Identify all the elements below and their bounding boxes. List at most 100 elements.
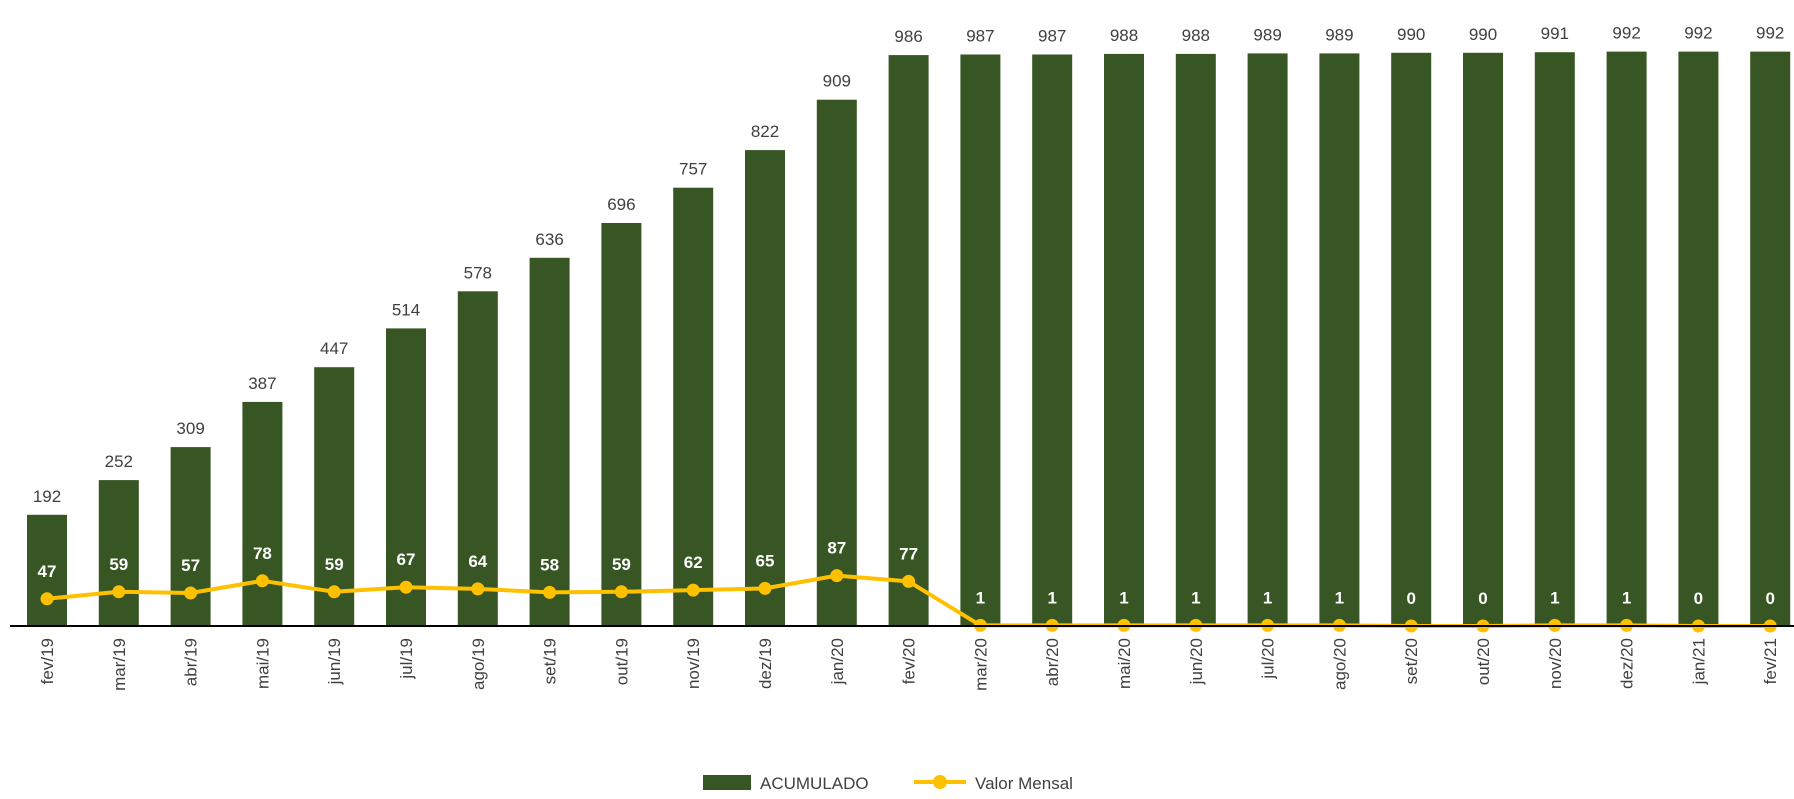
line-data-label: 1 <box>1119 588 1128 607</box>
line-data-label: 1 <box>1550 588 1559 607</box>
bar-data-label: 387 <box>248 374 276 393</box>
legend: ACUMULADO Valor Mensal <box>703 774 1073 793</box>
line-point <box>902 574 916 588</box>
bar-data-label: 991 <box>1541 24 1569 43</box>
bar <box>529 257 570 626</box>
bar-data-label: 252 <box>105 452 133 471</box>
line-data-label: 77 <box>899 544 918 563</box>
x-tick-label: jan/21 <box>1689 638 1708 685</box>
bar-data-label: 636 <box>535 230 563 249</box>
bar <box>98 480 139 626</box>
bar-data-label: 992 <box>1756 24 1784 43</box>
line-data-label: 58 <box>540 555 559 574</box>
line-data-label: 87 <box>827 539 846 558</box>
x-tick-label: set/20 <box>1402 638 1421 684</box>
bar-data-label: 986 <box>894 27 922 46</box>
line-data-label: 67 <box>397 550 416 569</box>
bar <box>1534 52 1575 626</box>
x-tick-label: jun/20 <box>1187 638 1206 685</box>
x-tick-label: jan/20 <box>828 638 847 685</box>
line-data-label: 59 <box>325 555 344 574</box>
line-point <box>184 586 198 600</box>
bar <box>960 54 1001 626</box>
bar-data-label: 309 <box>176 419 204 438</box>
x-tick-label: mai/19 <box>253 638 272 689</box>
bar-data-label: 990 <box>1469 25 1497 44</box>
bar <box>745 150 785 626</box>
x-tick-label: fev/20 <box>900 638 919 684</box>
legend-label-valor-mensal: Valor Mensal <box>975 774 1073 793</box>
line-data-label: 1 <box>976 588 985 607</box>
bar-data-label: 822 <box>751 122 779 141</box>
bar <box>601 223 642 626</box>
line-point <box>758 581 772 595</box>
line-data-label: 1 <box>1047 588 1056 607</box>
line-data-label: 65 <box>756 551 775 570</box>
bar-data-label: 990 <box>1397 25 1425 44</box>
x-tick-label: ago/19 <box>469 638 488 690</box>
bar-data-label: 447 <box>320 339 348 358</box>
x-tick-label: mai/20 <box>1115 638 1134 689</box>
line-point <box>399 580 413 594</box>
bar <box>27 514 67 626</box>
x-tick-label: jun/19 <box>325 638 344 685</box>
bar-data-label: 192 <box>33 487 61 506</box>
bar-data-label: 988 <box>1110 26 1138 45</box>
bar <box>1391 52 1432 627</box>
bar <box>1175 53 1216 626</box>
line-point <box>112 585 126 599</box>
bar <box>242 401 283 626</box>
line-point <box>471 582 485 596</box>
x-tick-label-group: fev/19 mar/19 abr/19 mai/19 jun/19 jul/19 ago/… <box>38 638 1780 691</box>
bar-data-label: 989 <box>1253 25 1281 44</box>
line-data-label: 1 <box>1191 588 1200 607</box>
bar <box>888 55 929 627</box>
x-tick-label: mar/19 <box>110 638 129 691</box>
bar <box>1104 53 1144 626</box>
line-data-label: 57 <box>181 556 200 575</box>
line-point <box>327 585 341 599</box>
bar-data-label: 989 <box>1325 25 1353 44</box>
bar-data-label: 909 <box>823 72 851 91</box>
bar-series-group <box>27 51 1791 627</box>
bar <box>457 291 498 626</box>
x-tick-label: jul/19 <box>397 638 416 680</box>
bar <box>1678 51 1719 627</box>
x-tick-label: nov/19 <box>684 638 703 689</box>
bar <box>1032 54 1073 626</box>
line-point <box>255 574 269 588</box>
line-data-label: 1 <box>1263 588 1272 607</box>
bar-data-label: 578 <box>464 263 492 282</box>
line-point <box>830 569 844 583</box>
bar <box>673 187 714 626</box>
line-data-label: 62 <box>684 553 703 572</box>
bar <box>816 99 857 626</box>
line-data-label: 0 <box>1765 589 1774 608</box>
legend-swatch-acumulado <box>703 775 751 790</box>
x-tick-label: out/20 <box>1474 638 1493 685</box>
x-tick-label: fev/21 <box>1761 638 1780 684</box>
x-tick-label: ago/20 <box>1330 638 1349 690</box>
line-data-label: 64 <box>468 552 487 571</box>
bar <box>386 328 426 626</box>
bar <box>1463 52 1503 627</box>
line-data-label: 0 <box>1478 589 1487 608</box>
line-point <box>543 585 557 599</box>
x-tick-label: fev/19 <box>38 638 57 684</box>
bar-label-group: 192 252 309 387 447 514 578 636 696 757 822 909 986 9… <box>33 24 1785 506</box>
line-point <box>614 585 628 599</box>
x-tick-label: dez/20 <box>1618 638 1637 689</box>
x-tick-label: mar/20 <box>971 638 990 691</box>
line-data-label: 59 <box>612 555 631 574</box>
line-data-label: 47 <box>38 562 57 581</box>
line-data-label: 1 <box>1335 588 1344 607</box>
bar <box>1606 51 1647 627</box>
bar <box>1750 51 1791 627</box>
bar-data-label: 987 <box>1038 27 1066 46</box>
x-tick-label: nov/20 <box>1546 638 1565 689</box>
bar-data-label: 988 <box>1182 26 1210 45</box>
bar-data-label: 992 <box>1684 24 1712 43</box>
x-tick-label: dez/19 <box>756 638 775 689</box>
bar <box>314 367 355 626</box>
